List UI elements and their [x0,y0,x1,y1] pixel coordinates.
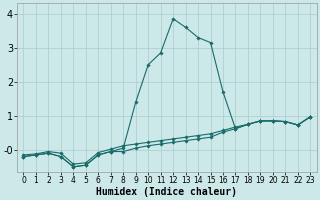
X-axis label: Humidex (Indice chaleur): Humidex (Indice chaleur) [96,186,237,197]
